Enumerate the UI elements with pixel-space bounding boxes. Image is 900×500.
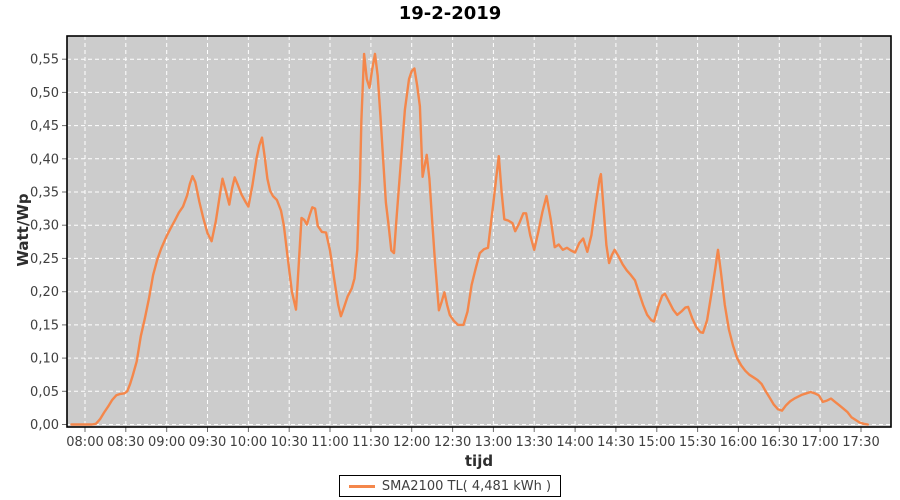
plot-border bbox=[66, 35, 892, 428]
y-tick-label: 0,30 bbox=[30, 219, 59, 234]
x-tick-label: 14:00 bbox=[556, 435, 593, 450]
legend-box: SMA2100 TL( 4,481 kWh ) bbox=[338, 475, 562, 497]
x-tick-label: 15:00 bbox=[638, 435, 675, 450]
x-tick-label: 10:30 bbox=[270, 435, 307, 450]
x-tick-label: 14:30 bbox=[597, 435, 634, 450]
x-tick-label: 09:00 bbox=[148, 435, 185, 450]
y-tick-label: 0,05 bbox=[30, 385, 59, 400]
y-tick-label: 0,00 bbox=[30, 418, 59, 433]
series-line bbox=[70, 52, 869, 426]
x-tick-label: 15:30 bbox=[679, 435, 716, 450]
x-tick-label: 13:00 bbox=[475, 435, 512, 450]
plot-area bbox=[67, 36, 891, 427]
x-tick-label: 13:30 bbox=[515, 435, 552, 450]
x-tick-label: 11:30 bbox=[352, 435, 389, 450]
x-tick-label: 12:30 bbox=[434, 435, 471, 450]
legend-series-label: SMA2100 TL( 4,481 kWh ) bbox=[381, 478, 552, 494]
y-tick-label: 0,10 bbox=[30, 352, 59, 367]
x-tick-label: 11:00 bbox=[311, 435, 348, 450]
y-tick-label: 0,20 bbox=[30, 285, 59, 300]
x-axis-title: tijd bbox=[464, 452, 494, 470]
y-tick-label: 0,25 bbox=[30, 252, 59, 267]
x-tick-label: 16:00 bbox=[720, 435, 757, 450]
x-tick-label: 17:00 bbox=[801, 435, 838, 450]
legend: SMA2100 TL( 4,481 kWh ) bbox=[0, 475, 900, 497]
x-tick-label: 09:30 bbox=[189, 435, 226, 450]
x-tick-label: 08:00 bbox=[66, 435, 103, 450]
x-tick-label: 16:30 bbox=[761, 435, 798, 450]
chart-title: 19-2-2019 bbox=[398, 3, 502, 24]
y-tick-label: 0,50 bbox=[30, 86, 59, 101]
legend-line-swatch bbox=[348, 484, 375, 488]
x-tick-label: 10:00 bbox=[230, 435, 267, 450]
y-tick-label: 0,55 bbox=[30, 53, 59, 68]
x-tick-label: 12:00 bbox=[393, 435, 430, 450]
y-tick-label: 0,40 bbox=[30, 152, 59, 167]
y-axis-title: Watt/Wp bbox=[14, 193, 32, 267]
x-tick-label: 17:30 bbox=[842, 435, 879, 450]
y-tick-label: 0,45 bbox=[30, 119, 59, 134]
x-tick-label: 08:30 bbox=[107, 435, 144, 450]
y-tick-label: 0,35 bbox=[30, 186, 59, 201]
y-tick-label: 0,15 bbox=[30, 318, 59, 333]
